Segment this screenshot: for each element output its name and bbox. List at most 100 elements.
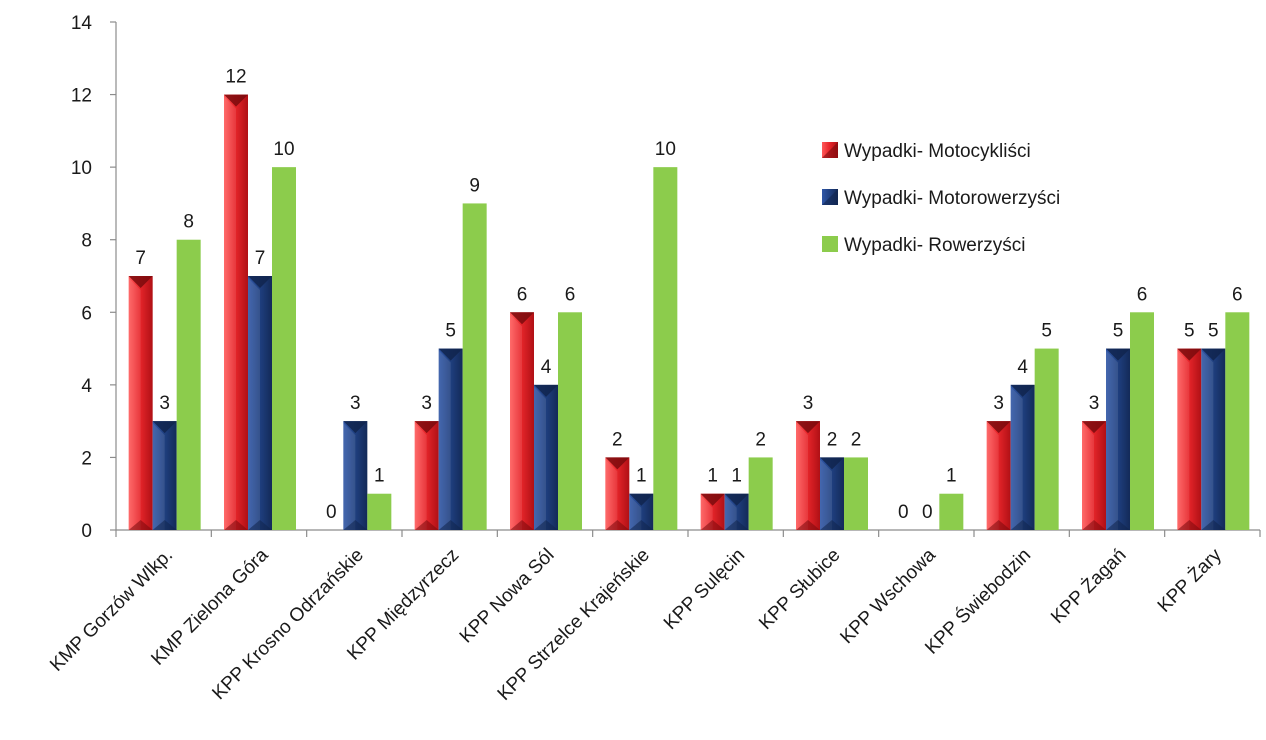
bar-rowerzysci <box>939 493 964 530</box>
y-tick-label: 4 <box>81 376 92 397</box>
bar-bevel-face <box>1010 386 1023 530</box>
bar-bevel-bottom <box>128 520 153 530</box>
bar-bevel-bottom <box>986 520 1011 530</box>
bar-rowerzysci <box>1225 312 1250 530</box>
bar-bevel-face <box>343 423 356 530</box>
data-label: 2 <box>612 429 623 450</box>
bar-bevel-top <box>414 421 439 434</box>
bar-bevel-bottom <box>534 520 558 530</box>
data-label: 2 <box>755 429 766 450</box>
bar-bevel-bottom <box>510 520 534 530</box>
bar-bevel-top <box>820 457 844 470</box>
data-label: 10 <box>655 139 676 160</box>
bar-bevel-top <box>605 457 630 470</box>
category-label: KPP Sulęcin <box>660 545 749 634</box>
bar-bevel-face <box>128 278 141 530</box>
data-label: 5 <box>1184 321 1195 342</box>
bar-bevel-top <box>343 421 368 434</box>
data-label: 3 <box>1089 393 1100 414</box>
bar-motocyklisci <box>1177 348 1202 530</box>
bar-bevel-face <box>986 423 999 530</box>
category-label: KPP Strzelce Krajeńskie <box>494 545 654 705</box>
bar-motorowerzysci <box>820 457 844 530</box>
data-label: 5 <box>445 321 456 342</box>
bar-bevel-face <box>414 423 427 530</box>
bar-bevel-top <box>629 493 654 506</box>
data-label: 0 <box>326 502 337 523</box>
bar-bevel-top <box>152 421 177 434</box>
bar-bevel-face <box>629 495 642 530</box>
category-label: KPP Słubice <box>755 545 844 634</box>
bar-bevel-bottom <box>343 520 368 530</box>
bar-bevel-face <box>700 495 713 530</box>
bar-bevel-top <box>534 384 558 397</box>
bar-motorowerzysci <box>1106 348 1130 530</box>
bar-motorowerzysci <box>438 348 463 530</box>
bar-bevel-top <box>510 312 534 325</box>
bar-bevel-top <box>700 493 725 506</box>
legend-label: Wypadki- Motocykliści <box>844 141 1031 162</box>
data-label: 3 <box>803 393 814 414</box>
legend-swatch <box>822 236 838 252</box>
y-tick-label: 8 <box>81 231 92 252</box>
bar-bevel-top <box>224 94 248 107</box>
legend: Wypadki- Motocykliści Wypadki- Motorowerz… <box>822 141 1060 256</box>
bar-rowerzysci <box>367 493 392 530</box>
data-label: 1 <box>707 466 718 487</box>
bar-motocyklisci <box>1082 421 1106 530</box>
bar-bevel-top <box>1106 348 1130 361</box>
bar-bevel-top <box>248 276 272 288</box>
bar-bevel-face <box>605 459 618 530</box>
bar-bevel-bottom <box>438 520 463 530</box>
bar-motorowerzysci <box>152 421 177 530</box>
category-label: KPP Żagań <box>1047 545 1130 628</box>
bar-rowerzysci <box>462 203 487 530</box>
data-label: 3 <box>350 393 361 414</box>
bar-motocyklisci <box>986 421 1011 530</box>
category-label: KPP Krosno Odrzańskie <box>208 545 367 704</box>
bar-bevel-top <box>1010 384 1035 397</box>
bar-motocyklisci <box>224 94 248 531</box>
bar-bevel-top <box>438 348 463 361</box>
data-label: 5 <box>1208 321 1219 342</box>
bar-bevel-face <box>724 495 737 530</box>
bar-rowerzysci <box>748 457 773 530</box>
data-label: 2 <box>851 429 862 450</box>
category-label: KPP Wschowa <box>836 544 940 648</box>
bar-motorowerzysci <box>534 384 558 530</box>
bar-motorowerzysci <box>248 276 272 530</box>
data-label: 12 <box>225 67 246 88</box>
bar-bevel-face <box>248 278 260 530</box>
y-tick-label: 6 <box>81 303 92 324</box>
bar-bevel-face <box>820 459 832 530</box>
data-label: 1 <box>731 466 742 487</box>
bar-bevel-top <box>986 421 1011 434</box>
bar-bevel-bottom <box>1082 520 1106 530</box>
data-label: 1 <box>946 466 957 487</box>
bar-bevel-face <box>796 423 808 530</box>
bar-bevel-bottom <box>248 520 272 530</box>
bar-bevel-top <box>128 276 153 288</box>
bar-bevel-top <box>724 493 749 506</box>
bar-bevel-face <box>510 314 522 530</box>
data-label: 3 <box>993 393 1004 414</box>
category-label: KPP Nowa Sól <box>456 545 559 648</box>
bar-bevel-top <box>1201 348 1226 361</box>
data-label: 6 <box>565 284 576 305</box>
y-tick-label: 10 <box>71 158 92 179</box>
bar-rowerzysci <box>176 239 201 530</box>
data-label: 2 <box>827 429 838 450</box>
y-tick-label: 0 <box>81 521 92 542</box>
bar-motorowerzysci <box>1201 348 1226 530</box>
bar-bevel-bottom <box>414 520 439 530</box>
data-label: 9 <box>469 175 480 196</box>
bar-bevel-face <box>1106 350 1118 530</box>
data-label: 5 <box>1113 321 1124 342</box>
bar-bevel-bottom <box>1201 520 1226 530</box>
bar-motocyklisci <box>414 421 439 530</box>
bar-bevel-bottom <box>152 520 177 530</box>
data-label: 6 <box>517 284 528 305</box>
bar-motocyklisci <box>510 312 534 530</box>
y-tick-label: 12 <box>71 86 92 107</box>
